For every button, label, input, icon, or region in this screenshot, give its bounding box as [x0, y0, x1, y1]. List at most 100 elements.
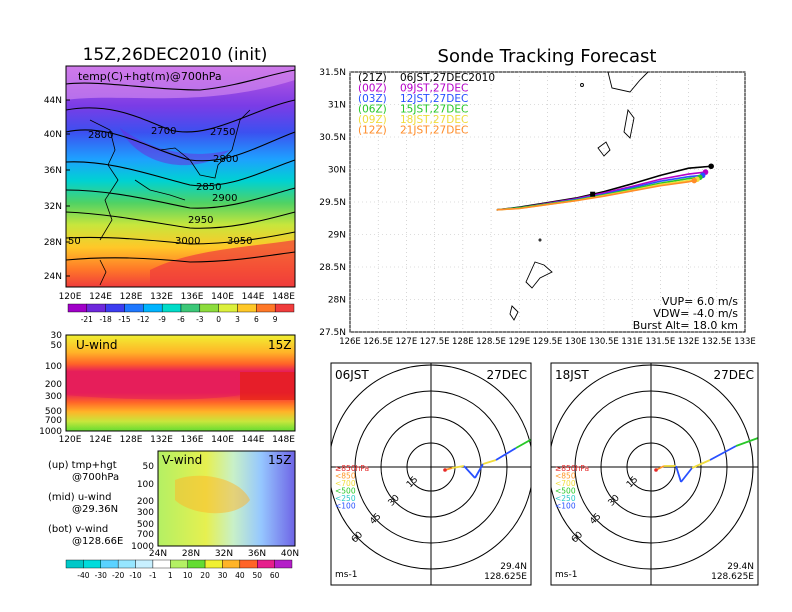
- pressure-legend-label: <100: [555, 502, 576, 511]
- colorbar-swatch: [180, 303, 201, 313]
- hodograph-frame: [550, 362, 759, 586]
- lon-tick-label: 140E: [211, 292, 234, 302]
- colorbar-swatch: [161, 303, 182, 313]
- lon-tick-label: 124E: [89, 435, 112, 445]
- forecast-lat-axis: 31.5N 31N 30.5N 30N 29.5N 29N 28.5N 28N 27.5N: [319, 68, 346, 338]
- ring-label: 15: [625, 475, 640, 490]
- colorbar-label: -30: [95, 571, 107, 580]
- hodograph-time: 06JST: [335, 368, 369, 382]
- run-code: (00Z): [358, 83, 387, 95]
- lat-tick-label: 27.5N: [319, 328, 346, 338]
- pressure-tick-label: 50: [143, 462, 155, 472]
- lat-tick-label: 32N: [215, 549, 233, 559]
- hodograph-segment: [495, 447, 517, 461]
- colorbar-swatch: [237, 303, 257, 313]
- note-line: @29.36N: [72, 504, 118, 515]
- hodograph-unit: ms-1: [335, 570, 357, 580]
- hodograph-segment: [680, 467, 693, 483]
- pressure-legend-label: <700: [335, 479, 356, 488]
- lon-tick-label: 126.5E: [363, 337, 393, 347]
- lat-tick-label: 32N: [44, 202, 62, 212]
- lon-tick-label: 136E: [181, 292, 204, 302]
- colorbar-swatch: [100, 559, 119, 569]
- lon-tick-label: 129E: [508, 337, 530, 347]
- lat-tick-label: 40N: [44, 130, 62, 140]
- colorbar-swatch: [117, 559, 136, 569]
- vwind-time: 15Z: [268, 453, 292, 467]
- colorbar-label: -6: [177, 315, 185, 324]
- lon-tick-label: 129.5E: [533, 337, 563, 347]
- pressure-legend-label: <850: [335, 472, 356, 481]
- pressure-tick-label: 200: [45, 380, 62, 390]
- temp-colorbar: -21 -18 -15 -12 -9 -6 -3 0 3 6 9: [67, 303, 295, 324]
- burst-text: Burst Alt= 18.0 km: [633, 319, 738, 332]
- ring-label: 15: [405, 475, 420, 490]
- vwind-frame: [157, 450, 296, 547]
- note-line: (bot) v-wind: [48, 524, 108, 535]
- colorbar-swatch: [256, 303, 276, 313]
- lon-tick-label: 127E: [396, 337, 418, 347]
- lat-tick-label: 28N: [182, 549, 200, 559]
- contour-label: 2750: [210, 127, 235, 138]
- hodograph-lat: 29.4N: [727, 562, 754, 572]
- run-code: (06Z): [358, 104, 387, 116]
- track-endpoint: [708, 163, 714, 170]
- colorbar-swatch: [65, 559, 84, 569]
- colorbar-label: -15: [118, 315, 130, 324]
- pressure-legend-label: <500: [335, 487, 356, 496]
- colorbar-swatch: [222, 559, 241, 569]
- hodograph-date: 27DEC: [487, 368, 527, 382]
- lat-tick-label: 24N: [44, 272, 62, 282]
- warm-pool: [150, 240, 295, 287]
- note-line: @700hPa: [72, 472, 119, 483]
- colorbar-swatch: [239, 559, 258, 569]
- burst-marker: [590, 191, 596, 197]
- hodograph-segment: [451, 465, 465, 469]
- hodograph-segment: [482, 459, 497, 465]
- vwind-title: V-wind: [162, 453, 202, 467]
- hodograph-date: 27DEC: [714, 368, 754, 382]
- pressure-legend-label: <700: [555, 479, 576, 488]
- forecast-lon-axis: 126E 126.5E 127E 127.5E 128E 128.5E 129E 129.5E…: [339, 337, 756, 347]
- pressure-tick-label: 200: [137, 497, 154, 507]
- contour-label: 2850: [196, 182, 221, 193]
- hodograph-segment: [675, 465, 682, 483]
- run-legend: (21Z) 06JST,27DEC2010 (00Z) 09JST,27DEC (03Z…: [358, 72, 495, 137]
- colorbar-label: -9: [158, 315, 166, 324]
- pressure-tick-label: 700: [137, 530, 154, 540]
- lon-tick-label: 132E: [150, 435, 173, 445]
- colorbar-swatch: [187, 559, 206, 569]
- colorbar-swatch: [199, 303, 219, 313]
- left-map-lon-axis: 120E 124E 128E 132E 136E 140E 144E 148E: [59, 292, 296, 302]
- lat-tick-label: 28.5N: [319, 263, 346, 273]
- lat-tick-label: 28N: [44, 238, 62, 248]
- pressure-tick-label: 500: [45, 407, 62, 417]
- track-tail: [688, 171, 706, 175]
- track-tail: [688, 179, 695, 183]
- pressure-legend-label: <850: [555, 472, 576, 481]
- pressure-tick-label: 500: [137, 520, 154, 530]
- lat-tick-label: 30N: [328, 166, 346, 176]
- contour-label: 2700: [151, 126, 176, 137]
- vup-text: VUP= 6.0 m/s: [662, 295, 738, 308]
- colorbar-label: -20: [112, 571, 124, 580]
- colorbar-swatch: [83, 559, 101, 569]
- contour-label: 3000: [175, 236, 200, 247]
- colorbar-label: 20: [200, 571, 210, 580]
- lon-tick-label: 126E: [339, 337, 361, 347]
- lon-tick-label: 132E: [678, 337, 700, 347]
- colorbar-swatch: [67, 303, 88, 313]
- run-label: 09JST,27DEC: [400, 83, 468, 95]
- lon-tick-label: 128E: [120, 292, 143, 302]
- colorbar-label: 30: [218, 571, 228, 580]
- hodograph-unit: ms-1: [555, 570, 577, 580]
- pressure-tick-label: 300: [137, 508, 154, 518]
- lat-tick-label: 44N: [44, 96, 62, 106]
- pressure-tick-label: 30: [51, 331, 63, 341]
- hodograph-time: 18JST: [555, 368, 589, 382]
